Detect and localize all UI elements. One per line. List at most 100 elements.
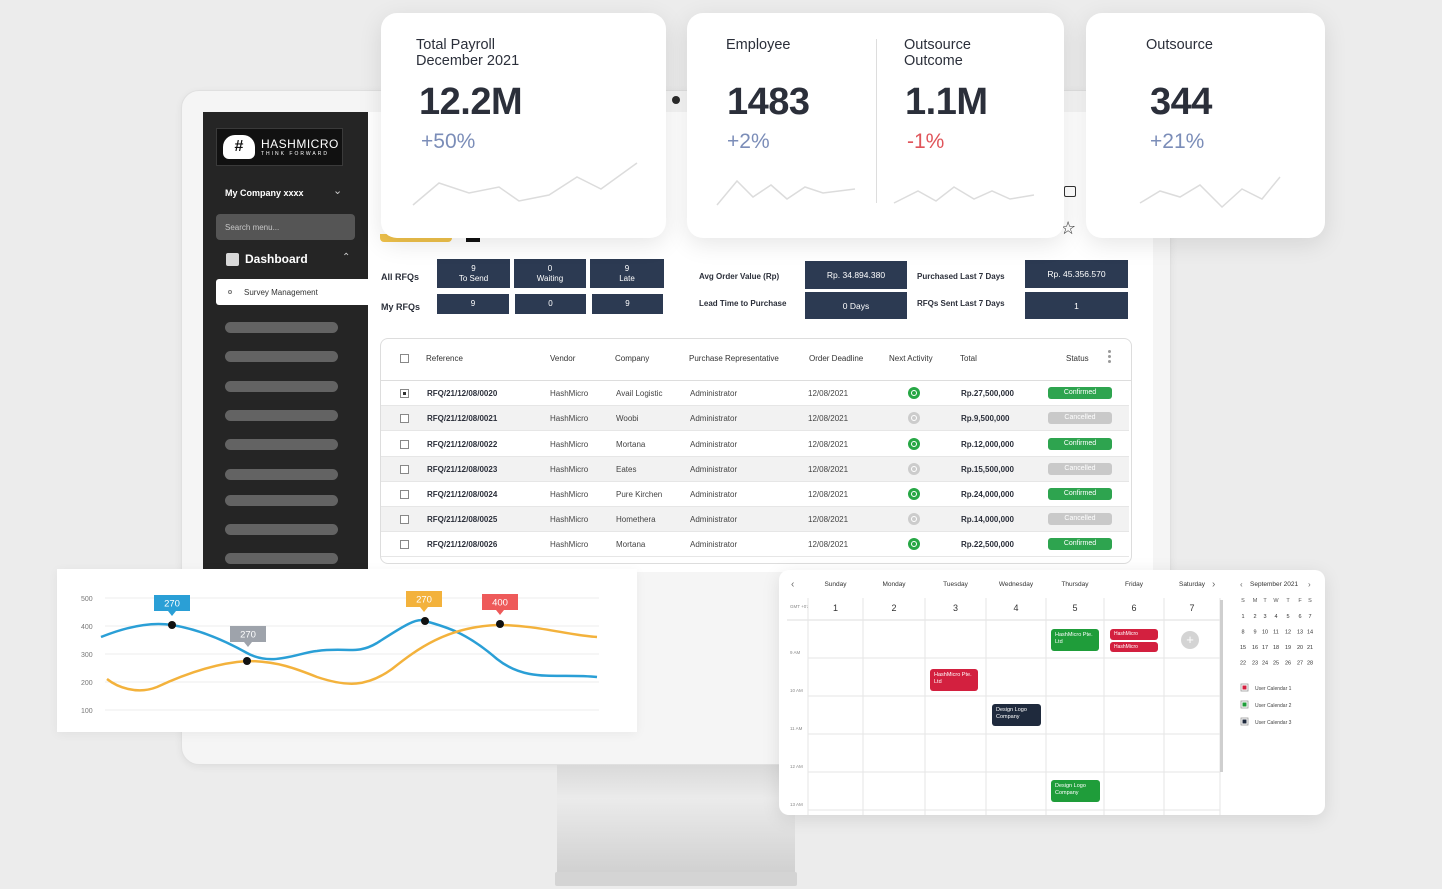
- sidebar-item-placeholder[interactable]: [225, 524, 338, 535]
- chevron-left-icon[interactable]: ‹: [791, 579, 794, 590]
- row-checkbox[interactable]: [400, 440, 409, 449]
- mini-date[interactable]: 6: [1298, 614, 1301, 620]
- kpi-card-employee-outsource[interactable]: Employee 1483 +2% Outsource Outcome 1.1M…: [687, 13, 1064, 238]
- cell-reference[interactable]: RFQ/21/12/08/0021: [427, 414, 498, 423]
- mini-date[interactable]: 11: [1273, 630, 1279, 636]
- select-all-checkbox[interactable]: [400, 354, 409, 363]
- mini-date[interactable]: 17: [1262, 645, 1268, 651]
- chevron-left-icon[interactable]: ‹: [1240, 580, 1243, 589]
- mini-date[interactable]: 23: [1252, 661, 1258, 667]
- my-rfq-to-send-button[interactable]: 9: [437, 294, 509, 314]
- more-options-icon[interactable]: [1108, 350, 1111, 365]
- calendar-date[interactable]: 2: [891, 603, 896, 613]
- calendar-event[interactable]: Design Logo Company: [992, 704, 1041, 726]
- rfq-waiting-button[interactable]: 0 Waiting: [514, 259, 586, 288]
- sidebar-item-dashboard[interactable]: Dashboard: [245, 252, 308, 266]
- my-rfq-waiting-button[interactable]: 0: [515, 294, 586, 314]
- tab-indicator[interactable]: [466, 237, 480, 242]
- purchased-value[interactable]: Rp. 45.356.570: [1025, 260, 1128, 288]
- calendar-event[interactable]: HashMicro Pte. Ltd: [930, 669, 978, 691]
- kpi-card-outsource[interactable]: Outsource 344 +21%: [1086, 13, 1325, 238]
- rfq-to-send-button[interactable]: 9 To Send: [437, 259, 510, 288]
- mini-date[interactable]: 26: [1285, 661, 1291, 667]
- calendar-date[interactable]: 5: [1072, 603, 1077, 613]
- clock-icon[interactable]: [908, 412, 920, 424]
- col-total[interactable]: Total: [960, 354, 977, 363]
- logo[interactable]: # HASHMICRO THINK FORWARD: [216, 128, 343, 166]
- calendar-event[interactable]: HashMicro: [1110, 642, 1158, 652]
- row-checkbox[interactable]: [400, 490, 409, 499]
- kpi-card-payroll[interactable]: Total Payroll December 2021 12.2M +50%: [381, 13, 666, 238]
- mini-date[interactable]: 28: [1307, 661, 1313, 667]
- mini-date[interactable]: 8: [1241, 630, 1244, 636]
- row-checkbox[interactable]: [400, 414, 409, 423]
- col-company[interactable]: Company: [615, 354, 650, 363]
- company-selector[interactable]: My Company xxxx: [225, 188, 304, 198]
- my-rfq-late-button[interactable]: 9: [592, 294, 663, 314]
- sidebar-item-placeholder[interactable]: [225, 439, 338, 450]
- sidebar-item-placeholder[interactable]: [225, 410, 338, 421]
- col-vendor[interactable]: Vendor: [550, 354, 576, 363]
- row-checkbox[interactable]: [400, 540, 409, 549]
- table-row[interactable]: RFQ/21/12/08/0023 HashMicro Eates Administr…: [381, 457, 1129, 482]
- table-row[interactable]: RFQ/21/12/08/0022 HashMicro Mortana Adminis…: [381, 432, 1129, 457]
- calendar-date[interactable]: 4: [1013, 603, 1018, 613]
- cell-reference[interactable]: RFQ/21/12/08/0023: [427, 465, 498, 474]
- table-row[interactable]: RFQ/21/12/08/0021 HashMicro Woobi Administr…: [381, 406, 1129, 431]
- calendar-date[interactable]: 1: [833, 603, 838, 613]
- row-checkbox[interactable]: [400, 389, 409, 398]
- sidebar-item-placeholder[interactable]: [225, 469, 338, 480]
- cell-reference[interactable]: RFQ/21/12/08/0026: [427, 540, 498, 549]
- col-purchase-rep[interactable]: Purchase Representative: [689, 354, 779, 363]
- mini-date[interactable]: 13: [1297, 630, 1303, 636]
- data-point[interactable]: [168, 621, 176, 629]
- data-point[interactable]: [496, 620, 504, 628]
- chevron-right-icon[interactable]: ›: [1212, 579, 1215, 590]
- calendar-event[interactable]: HashMicro: [1110, 629, 1158, 640]
- clock-icon[interactable]: [908, 538, 920, 550]
- grid-icon[interactable]: [1064, 186, 1076, 197]
- row-checkbox[interactable]: [400, 515, 409, 524]
- sidebar-item-placeholder[interactable]: [225, 351, 338, 362]
- table-row[interactable]: RFQ/21/12/08/0025 HashMicro Homethera Admin…: [381, 507, 1129, 532]
- clock-icon[interactable]: [908, 438, 920, 450]
- cell-reference[interactable]: RFQ/21/12/08/0020: [427, 389, 498, 398]
- avg-order-value[interactable]: Rp. 34.894.380: [805, 261, 907, 289]
- cell-reference[interactable]: RFQ/21/12/08/0022: [427, 440, 498, 449]
- plus-icon[interactable]: [1181, 631, 1199, 649]
- mini-date[interactable]: 22: [1240, 661, 1246, 667]
- rfq-late-button[interactable]: 9 Late: [590, 259, 664, 288]
- mini-date[interactable]: 7: [1308, 614, 1311, 620]
- search-menu-input[interactable]: [216, 214, 355, 240]
- mini-date[interactable]: 15: [1240, 645, 1246, 651]
- table-row[interactable]: RFQ/21/12/08/0026 HashMicro Mortana Adminis…: [381, 532, 1129, 557]
- mini-date[interactable]: 14: [1307, 630, 1313, 636]
- sidebar-item-placeholder[interactable]: [225, 495, 338, 506]
- mini-date[interactable]: 1: [1241, 614, 1244, 620]
- mini-date[interactable]: 25: [1273, 661, 1279, 667]
- mini-date[interactable]: 16: [1252, 645, 1258, 651]
- sidebar-item-survey-management[interactable]: Survey Management: [216, 279, 371, 305]
- mini-date[interactable]: 19: [1285, 645, 1291, 651]
- sidebar-item-placeholder[interactable]: [225, 322, 338, 333]
- sidebar-item-placeholder[interactable]: [225, 553, 338, 564]
- clock-icon[interactable]: [908, 513, 920, 525]
- mini-date[interactable]: 12: [1285, 630, 1291, 636]
- scrollbar[interactable]: [1220, 600, 1223, 772]
- clock-icon[interactable]: [908, 387, 920, 399]
- col-next-activity[interactable]: Next Activity: [889, 354, 933, 363]
- col-order-deadline[interactable]: Order Deadline: [809, 354, 864, 363]
- col-reference[interactable]: Reference: [426, 354, 463, 363]
- chevron-down-icon[interactable]: ⌄: [333, 185, 343, 197]
- chevron-right-icon[interactable]: ›: [1308, 580, 1311, 589]
- calendar-date[interactable]: 6: [1131, 603, 1136, 613]
- chevron-up-icon[interactable]: ⌃: [342, 252, 351, 263]
- data-point[interactable]: [421, 617, 429, 625]
- mini-date[interactable]: 21: [1307, 645, 1313, 651]
- row-checkbox[interactable]: [400, 465, 409, 474]
- table-row[interactable]: RFQ/21/12/08/0020 HashMicro Avail Logistic…: [381, 381, 1129, 406]
- mini-date[interactable]: 5: [1286, 614, 1289, 620]
- mini-date[interactable]: 20: [1297, 645, 1303, 651]
- table-row[interactable]: RFQ/21/12/08/0024 HashMicro Pure Kirchen Ad…: [381, 482, 1129, 507]
- mini-date[interactable]: 27: [1297, 661, 1303, 667]
